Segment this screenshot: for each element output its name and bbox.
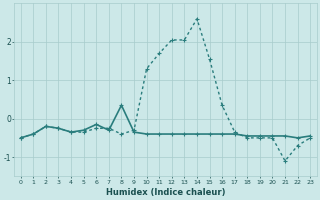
X-axis label: Humidex (Indice chaleur): Humidex (Indice chaleur) [106, 188, 225, 197]
